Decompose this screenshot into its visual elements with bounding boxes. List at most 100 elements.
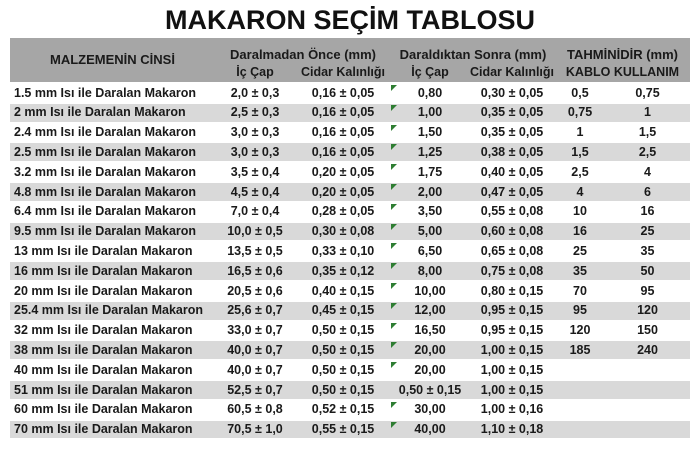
value-cell: 7,0 ± 0,4: [215, 202, 295, 223]
value-cell: 0,45 ± 0,15: [295, 301, 391, 322]
cell-value: 16: [640, 204, 655, 219]
cell-value: 25: [640, 224, 655, 239]
table-row: 38 mm Isı ile Daralan Makaron 40,0 ± 0,7 0…: [10, 341, 691, 362]
cell-value: 10,00: [414, 283, 446, 298]
cell-value: 33,0 ± 0,7: [227, 323, 283, 338]
table-row: 9.5 mm Isı ile Daralan Makaron 10,0 ± 0,5…: [10, 222, 691, 243]
cell-value: 0,47 ± 0,05: [480, 184, 544, 199]
material-cell: 6.4 mm Isı ile Daralan Makaron: [10, 202, 215, 223]
cell-value: 240: [637, 343, 658, 357]
value-cell: 1,00 ± 0,15: [469, 361, 555, 381]
value-cell: 0,80: [391, 84, 469, 104]
value-cell: 35: [605, 242, 691, 263]
cell-value: 0,30 ± 0,05: [480, 85, 544, 100]
value-cell: 1,5: [605, 123, 691, 144]
value-cell: 2,00: [391, 182, 469, 203]
value-cell: 0,65 ± 0,08: [469, 242, 555, 263]
cell-value: 1: [644, 105, 651, 120]
cell-value: 3,0 ± 0,3: [230, 125, 280, 140]
cell-value: 0,40 ± 0,05: [480, 164, 544, 179]
cell-value: 0,16 ± 0,05: [311, 105, 375, 120]
cell-value: 120: [637, 303, 658, 318]
value-cell: 10: [555, 202, 605, 223]
cell-value: 0,5: [571, 85, 589, 100]
material-cell: 38 mm Isı ile Daralan Makaron: [10, 341, 215, 362]
cell-value: 3,50: [417, 204, 443, 219]
material-cell: 2 mm Isı ile Daralan Makaron: [10, 103, 215, 124]
error-marker-icon: [391, 243, 397, 250]
cell-value: 60,5 ± 0,8: [227, 402, 283, 417]
value-cell: 4: [605, 163, 691, 183]
value-cell: 3,0 ± 0,3: [215, 123, 295, 144]
material-label: 3.2 mm Isı ile Daralan Makaron: [14, 164, 197, 179]
error-marker-icon: [391, 183, 397, 190]
cell-value: 16,5 ± 0,6: [227, 263, 283, 278]
value-cell: 10,00: [391, 281, 469, 302]
value-cell: 2,0 ± 0,3: [215, 84, 295, 104]
cell-value: 120: [569, 323, 591, 338]
value-cell: 40,00: [391, 420, 469, 441]
cell-value: 0,50 ± 0,15: [311, 343, 375, 357]
value-cell: 20,5 ± 0,6: [215, 281, 295, 302]
material-label: 2.4 mm Isı ile Daralan Makaron: [14, 125, 197, 140]
material-cell: 9.5 mm Isı ile Daralan Makaron: [10, 222, 215, 243]
value-cell: 4,5 ± 0,4: [215, 182, 295, 203]
material-label: 40 mm Isı ile Daralan Makaron: [14, 362, 193, 377]
value-cell: 2,5: [555, 163, 605, 183]
value-cell: 0,80 ± 0,15: [469, 281, 555, 302]
column-header-material: MALZEMENİN CİNSİ: [10, 38, 215, 84]
cell-value: 2,5: [638, 145, 657, 160]
cell-value: 0,16 ± 0,05: [311, 125, 375, 140]
value-cell: 0,47 ± 0,05: [469, 182, 555, 203]
value-cell: 50: [605, 262, 691, 282]
table-body: 1.5 mm Isı ile Daralan Makaron 2,0 ± 0,3 0…: [10, 84, 691, 441]
material-label: 32 mm Isı ile Daralan Makaron: [14, 323, 193, 338]
cell-value: 0,55 ± 0,08: [480, 204, 544, 219]
value-cell: 20,00: [391, 361, 469, 381]
cell-value: 1,5: [571, 145, 589, 160]
value-cell: 0,5: [555, 84, 605, 104]
cell-value: 0,60 ± 0,08: [480, 224, 544, 239]
error-marker-icon: [391, 124, 397, 131]
cell-value: 0,95 ± 0,15: [480, 303, 544, 318]
value-cell: 0,38 ± 0,05: [469, 143, 555, 164]
cell-value: 25: [573, 244, 587, 259]
cell-value: 20,00: [414, 362, 446, 377]
value-cell: 3,5 ± 0,4: [215, 163, 295, 183]
cell-value: 1,75: [417, 164, 443, 179]
value-cell: 3,50: [391, 202, 469, 223]
cell-value: 150: [637, 323, 658, 338]
cell-value: 70: [573, 283, 587, 298]
table-row: 40 mm Isı ile Daralan Makaron 40,0 ± 0,7 0…: [10, 361, 691, 381]
material-label: 51 mm Isı ile Daralan Makaron: [14, 382, 193, 397]
cell-value: 13,5 ± 0,5: [227, 244, 283, 259]
cell-value: 0,35 ± 0,12: [311, 263, 375, 278]
material-label: 60 mm Isı ile Daralan Makaron: [14, 402, 193, 417]
error-marker-icon: [391, 322, 397, 329]
value-cell: 60,5 ± 0,8: [215, 400, 295, 421]
table-row: 70 mm Isı ile Daralan Makaron 70,5 ± 1,0 0…: [10, 420, 691, 441]
value-cell: 16: [555, 222, 605, 243]
value-cell: 40,0 ± 0,7: [215, 361, 295, 381]
value-cell: 52,5 ± 0,7: [215, 380, 295, 401]
table-row: 32 mm Isı ile Daralan Makaron 33,0 ± 0,7 0…: [10, 321, 691, 342]
cell-value: 1,00: [417, 105, 443, 120]
cell-value: 185: [569, 343, 591, 357]
cell-value: 6: [644, 184, 651, 199]
value-cell: 0,35 ± 0,12: [295, 262, 391, 282]
page-title: MAKARON SEÇİM TABLOSU: [165, 5, 535, 35]
cell-value: 1: [576, 125, 584, 140]
value-cell: 0,16 ± 0,05: [295, 123, 391, 144]
value-cell: 1: [605, 103, 691, 124]
cell-value: 35: [573, 263, 587, 278]
table-row: 1.5 mm Isı ile Daralan Makaron 2,0 ± 0,3 0…: [10, 84, 691, 104]
value-cell: [555, 400, 605, 421]
cell-value: 7,0 ± 0,4: [230, 204, 280, 219]
value-cell: [555, 380, 605, 401]
column-group-estimate: TAHMİNİDİR (mm): [555, 38, 691, 63]
value-cell: 95: [605, 281, 691, 302]
cell-value: 0,75 ± 0,08: [480, 263, 544, 278]
cell-value: 40,0 ± 0,7: [227, 362, 283, 377]
value-cell: [605, 400, 691, 421]
